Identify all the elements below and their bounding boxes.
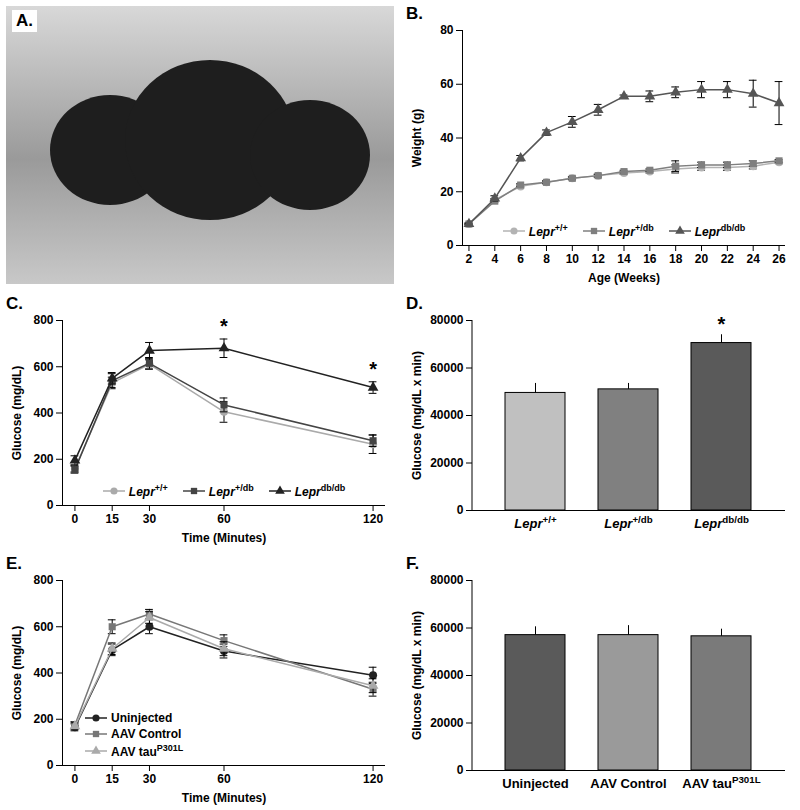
svg-text:400: 400 (33, 666, 53, 680)
svg-text:0: 0 (72, 772, 79, 786)
svg-text:0: 0 (47, 498, 54, 512)
svg-text:20: 20 (440, 185, 454, 199)
svg-text:Age (Weeks): Age (Weeks) (588, 271, 660, 285)
html-text:B.: B. (406, 4, 423, 23)
svg-text:120: 120 (363, 772, 383, 786)
svg-text:14: 14 (617, 252, 631, 266)
svg-text:Lepr+/db: Lepr+/db (604, 514, 653, 530)
svg-text:Glucose (mg/dL x min): Glucose (mg/dL x min) (410, 611, 424, 740)
svg-text:26: 26 (772, 252, 786, 266)
svg-text:200: 200 (33, 712, 53, 726)
svg-text:80000: 80000 (430, 573, 464, 587)
html-text:Leprdb/db: Leprdb/db (694, 223, 746, 239)
html-text:AAV tauP301L: AAV tauP301L (111, 743, 184, 759)
svg-text:0: 0 (457, 503, 464, 517)
html-text:A.: A. (16, 11, 33, 30)
svg-text:Glucose (mg/dL x min): Glucose (mg/dL x min) (410, 351, 424, 480)
svg-text:40: 40 (440, 131, 454, 145)
svg-text:40000: 40000 (430, 408, 464, 422)
svg-text:400: 400 (33, 406, 53, 420)
svg-text:Uninjected: Uninjected (502, 776, 569, 791)
svg-text:*: * (718, 313, 726, 335)
svg-text:10: 10 (566, 252, 580, 266)
svg-text:Time (Minutes): Time (Minutes) (182, 791, 266, 805)
svg-text:Lepr+/+: Lepr+/+ (514, 514, 557, 530)
svg-text:24: 24 (747, 252, 761, 266)
svg-text:60000: 60000 (430, 621, 464, 635)
html-text:Lepr+/db: Lepr+/db (608, 223, 654, 239)
html-text:C.: C. (6, 294, 23, 313)
svg-text:18: 18 (669, 252, 683, 266)
svg-text:60000: 60000 (430, 361, 464, 375)
svg-text:40000: 40000 (430, 668, 464, 682)
svg-text:20: 20 (695, 252, 709, 266)
svg-text:Glucose (mg/dL): Glucose (mg/dL) (10, 366, 24, 461)
html-text:Lepr+/+: Lepr+/+ (528, 223, 568, 239)
svg-text:Glucose (mg/dL): Glucose (mg/dL) (10, 626, 24, 721)
svg-text:4: 4 (491, 252, 498, 266)
svg-text:80000: 80000 (430, 313, 464, 327)
html-text:E.: E. (6, 554, 23, 573)
html-text:AAV Control: AAV Control (111, 727, 182, 741)
svg-text:16: 16 (643, 252, 657, 266)
svg-text:0: 0 (47, 758, 54, 772)
svg-text:30: 30 (143, 772, 157, 786)
svg-text:200: 200 (33, 452, 53, 466)
svg-text:8: 8 (543, 252, 550, 266)
html-text:Lepr+/db: Lepr+/db (208, 483, 254, 499)
svg-text:15: 15 (106, 512, 120, 526)
svg-text:15: 15 (106, 772, 120, 786)
svg-text:0: 0 (447, 238, 454, 252)
svg-text:600: 600 (33, 620, 53, 634)
svg-text:120: 120 (363, 512, 383, 526)
html-text:Leprdb/db: Leprdb/db (294, 483, 346, 499)
svg-text:600: 600 (33, 360, 53, 374)
svg-text:12: 12 (591, 252, 605, 266)
svg-text:0: 0 (457, 763, 464, 777)
svg-text:30: 30 (143, 512, 157, 526)
svg-text:800: 800 (33, 573, 53, 587)
svg-text:22: 22 (721, 252, 735, 266)
html-text:Uninjected: Uninjected (111, 711, 173, 725)
html-text:Lepr+/+: Lepr+/+ (128, 483, 168, 499)
html-text:F.: F. (406, 554, 420, 573)
svg-text:0: 0 (72, 512, 79, 526)
svg-text:20000: 20000 (430, 716, 464, 730)
svg-text:Leprdb/db: Leprdb/db (694, 514, 749, 530)
svg-text:Time (Minutes): Time (Minutes) (182, 531, 266, 545)
svg-text:*: * (369, 358, 377, 380)
svg-text:*: * (220, 315, 228, 337)
html-text:D.: D. (406, 294, 423, 313)
svg-text:2: 2 (466, 252, 473, 266)
svg-text:AAV Control: AAV Control (590, 776, 666, 791)
svg-text:20000: 20000 (430, 456, 464, 470)
svg-text:80: 80 (440, 23, 454, 37)
svg-text:60: 60 (217, 772, 231, 786)
svg-text:AAV tauP301L: AAV tauP301L (682, 774, 760, 790)
svg-text:60: 60 (217, 512, 231, 526)
svg-text:6: 6 (517, 252, 524, 266)
svg-text:60: 60 (440, 77, 454, 91)
svg-text:800: 800 (33, 313, 53, 327)
svg-text:Weight (g): Weight (g) (410, 109, 424, 167)
